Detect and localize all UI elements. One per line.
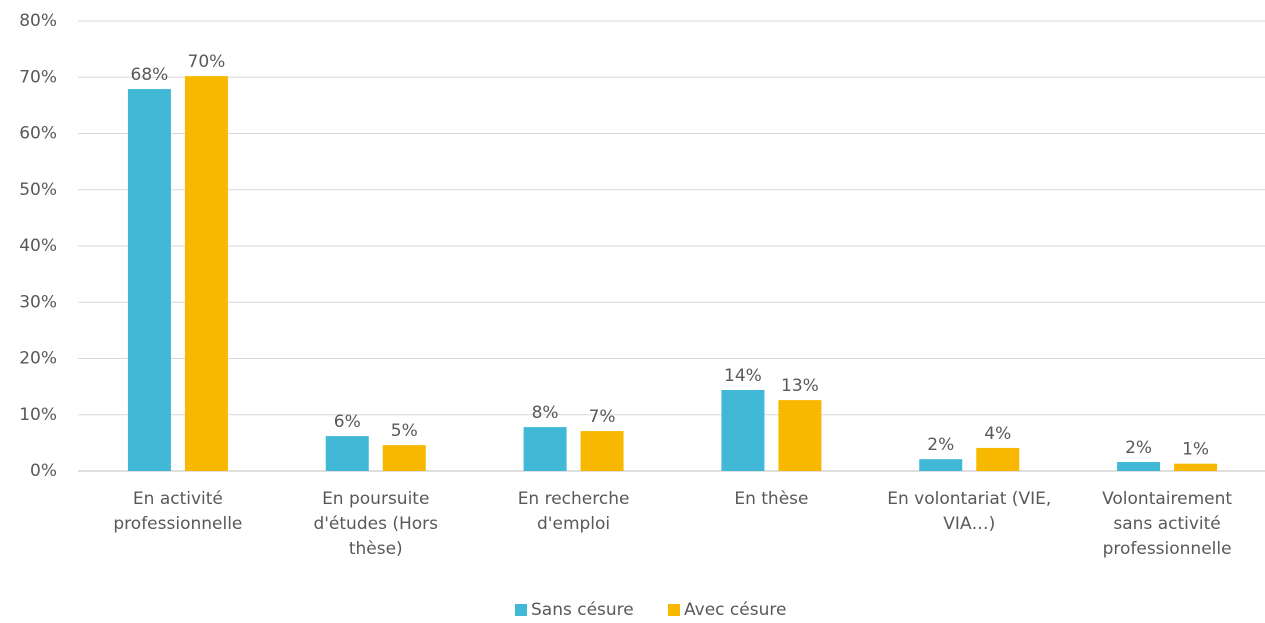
- bar: [580, 431, 624, 471]
- y-tick-label: 50%: [19, 180, 57, 200]
- legend-item: Avec césure: [668, 600, 786, 620]
- y-tick-label: 10%: [19, 405, 57, 425]
- bar: [976, 447, 1020, 471]
- value-label: 4%: [984, 424, 1011, 444]
- x-tick-label: Volontairement sans activité professionn…: [1102, 489, 1233, 559]
- bar: [1117, 462, 1161, 471]
- bar: [184, 76, 228, 471]
- value-label: 2%: [927, 435, 954, 455]
- y-tick-label: 40%: [19, 236, 57, 256]
- y-tick-label: 0%: [30, 461, 57, 481]
- value-label: 2%: [1125, 438, 1152, 458]
- bar: [382, 445, 426, 471]
- value-label: 8%: [532, 403, 559, 423]
- bar: [778, 400, 822, 471]
- bar: [721, 390, 765, 471]
- value-label: 7%: [589, 407, 616, 427]
- legend-label: Avec césure: [684, 600, 787, 620]
- bar: [1174, 463, 1218, 471]
- y-tick-label: 70%: [19, 67, 57, 87]
- legend-swatch: [668, 604, 680, 616]
- y-tick-label: 80%: [19, 11, 57, 31]
- value-label: 5%: [391, 421, 418, 441]
- value-label: 13%: [781, 376, 819, 396]
- bar: [523, 427, 567, 471]
- bar: [919, 459, 963, 471]
- bar: [127, 89, 171, 471]
- legend-label: Sans césure: [531, 600, 634, 620]
- value-label: 1%: [1182, 440, 1209, 460]
- legend-swatch: [515, 604, 527, 616]
- x-tick-label: En volontariat (VIE, VIA…): [887, 489, 1052, 534]
- legend-item: Sans césure: [515, 600, 634, 620]
- y-tick-label: 20%: [19, 349, 57, 369]
- value-label: 68%: [131, 65, 169, 85]
- x-tick-label: En recherche d'emploi: [517, 489, 630, 534]
- y-tick-label: 30%: [19, 292, 57, 312]
- value-label: 6%: [334, 412, 361, 432]
- value-label: 70%: [188, 52, 226, 72]
- x-tick-label: En poursuite d'études (Hors thèse): [313, 489, 439, 559]
- bar: [325, 436, 369, 471]
- value-label: 14%: [724, 366, 762, 386]
- x-tick-label: En activité professionnelle: [113, 489, 243, 534]
- x-tick-label: En thèse: [734, 489, 809, 509]
- y-tick-label: 60%: [19, 124, 57, 144]
